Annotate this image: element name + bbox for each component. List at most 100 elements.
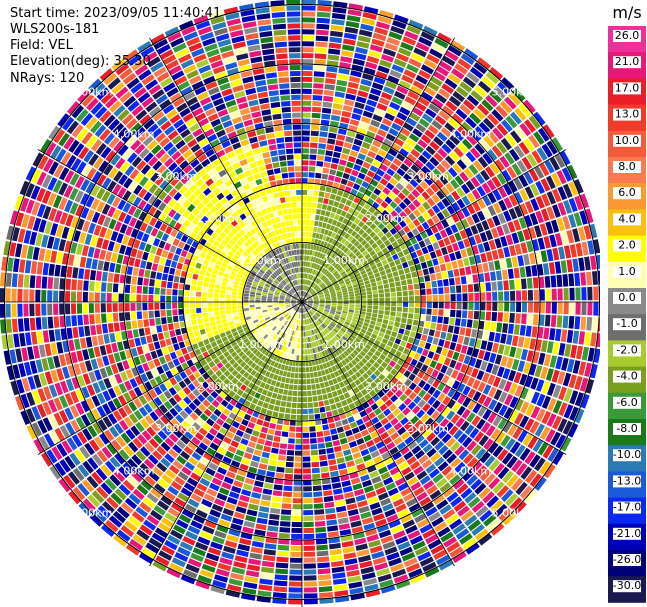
ppi-gate (190, 337, 197, 345)
ppi-gate (69, 405, 80, 418)
ppi-gate (124, 312, 131, 321)
ppi-gate (478, 121, 491, 134)
ppi-gate (306, 286, 309, 292)
ppi-gate (353, 240, 360, 247)
ppi-gate (250, 309, 256, 313)
ppi-gate (197, 341, 205, 348)
ppi-gate (133, 410, 144, 421)
ppi-gate (430, 273, 436, 281)
ppi-gate (297, 343, 300, 349)
ppi-gate (175, 328, 182, 336)
ppi-gate (432, 287, 438, 295)
ppi-gate (456, 198, 466, 209)
ppi-gate (382, 540, 396, 550)
ppi-gate (354, 233, 361, 240)
ppi-gate (400, 431, 410, 441)
ppi-gate (42, 262, 50, 276)
ppi-gate (486, 518, 501, 532)
ppi-gate (220, 441, 230, 450)
ppi-gate (237, 299, 243, 302)
ppi-gate (300, 337, 302, 343)
ppi-gate (250, 369, 257, 376)
ppi-gate (143, 403, 153, 414)
ppi-gate (380, 91, 393, 101)
ppi-gate (325, 186, 332, 193)
ppi-gate (267, 306, 273, 310)
ppi-gate (211, 457, 221, 466)
ppi-gate (302, 166, 309, 172)
ppi-gate (316, 389, 322, 395)
ppi-gate (468, 337, 476, 347)
ppi-gate (237, 469, 247, 477)
ppi-gate (541, 395, 551, 409)
ppi-gate (439, 175, 449, 185)
ppi-gate (116, 506, 130, 519)
ppi-gate (233, 393, 241, 401)
ppi-gate (381, 209, 390, 218)
ppi-gate (292, 342, 296, 348)
ppi-gate (503, 407, 514, 420)
ppi-gate (144, 243, 152, 253)
ppi-gate (382, 279, 389, 285)
ppi-gate (424, 275, 431, 282)
ppi-gate (418, 240, 426, 248)
ppi-gate (345, 429, 353, 437)
ppi-gate (197, 574, 212, 584)
ppi-gate (312, 196, 318, 202)
ppi-gate (299, 313, 301, 319)
ppi-gate (91, 259, 98, 270)
ppi-gate (366, 369, 373, 376)
ppi-gate (331, 305, 337, 308)
ppi-gate (551, 302, 557, 314)
ppi-gate (362, 337, 369, 344)
ppi-gate (313, 497, 323, 503)
ppi-gate (491, 145, 503, 158)
ppi-gate (195, 302, 201, 308)
ppi-gate (386, 514, 399, 523)
ppi-gate (29, 275, 36, 288)
ppi-gate (332, 319, 338, 324)
ppi-gate (557, 186, 568, 201)
ppi-gate (296, 409, 302, 415)
ppi-gate (207, 369, 215, 377)
ppi-gate (264, 543, 277, 550)
ppi-gate (115, 436, 127, 448)
ppi-gate (163, 400, 173, 410)
ppi-gate (82, 498, 96, 512)
ppi-gate (427, 124, 439, 135)
ppi-gate (193, 268, 200, 275)
ppi-gate (160, 295, 166, 302)
ppi-gate (295, 361, 299, 367)
ppi-gate (320, 275, 326, 280)
ppi-gate (338, 215, 345, 223)
ppi-gate (212, 579, 227, 589)
ppi-gate (325, 303, 331, 305)
ppi-gate (359, 396, 367, 404)
ppi-gate (336, 289, 342, 293)
ppi-gate (518, 217, 527, 229)
ppi-gate (486, 495, 499, 508)
ppi-gate (492, 302, 498, 311)
ppi-gate (260, 426, 269, 434)
ppi-gate (392, 253, 399, 261)
ppi-gate (29, 317, 36, 331)
ppi-gate (573, 212, 583, 227)
ppi-gate (341, 386, 348, 394)
ppi-gate (430, 544, 445, 555)
ppi-gate (348, 261, 354, 267)
ppi-gate (425, 187, 435, 197)
ppi-gate (150, 271, 157, 279)
ppi-gate (197, 385, 205, 393)
ppi-gate (364, 334, 370, 340)
ppi-gate (364, 253, 371, 260)
ppi-gate (492, 481, 505, 494)
ppi-gate (487, 441, 499, 454)
ppi-gate (270, 347, 276, 353)
ppi-gate (258, 584, 273, 591)
ppi-gate (486, 179, 497, 191)
ppi-gate (501, 77, 515, 91)
ppi-gate (165, 370, 174, 379)
ppi-gate (360, 78, 372, 87)
ppi-gate (444, 286, 450, 294)
ppi-gate (309, 348, 313, 354)
